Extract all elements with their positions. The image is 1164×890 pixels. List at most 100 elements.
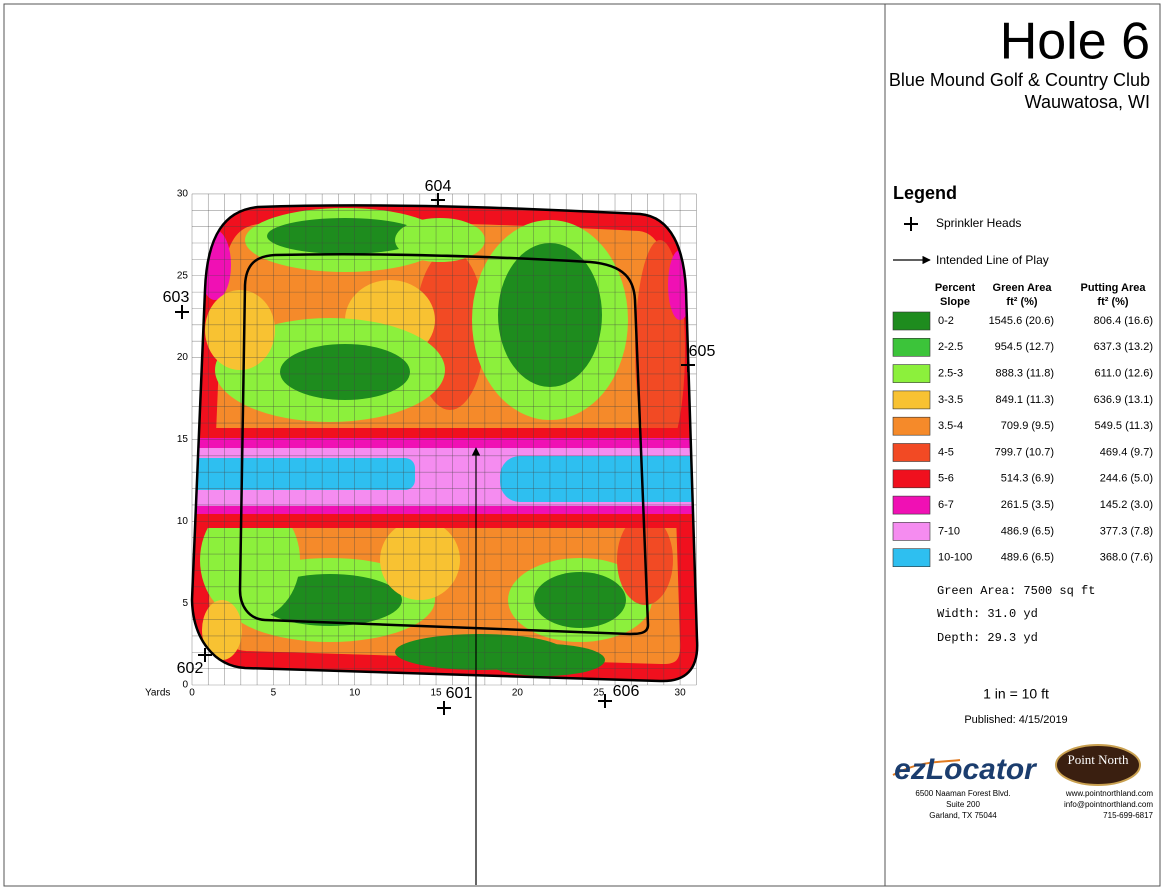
legend-putting: 244.6 (5.0)	[1100, 473, 1153, 485]
legend-green: 888.3 (11.8)	[995, 368, 1054, 380]
legend-header: Percent	[935, 282, 976, 294]
legend-green: 849.1 (11.3)	[995, 394, 1054, 406]
address: Garland, TX 75044	[929, 811, 997, 820]
contact: www.pointnorthland.com	[1065, 789, 1153, 798]
legend-putting: 636.9 (13.1)	[1094, 394, 1153, 406]
slope-map	[192, 205, 698, 682]
legend-title: Legend	[893, 183, 957, 203]
legend-putting: 368.0 (7.6)	[1100, 552, 1153, 564]
slope-area	[395, 218, 485, 262]
title: Hole 6	[1000, 13, 1150, 71]
slope-area	[205, 290, 275, 370]
sprinkler-label: 605	[689, 343, 716, 360]
legend-green: 709.9 (9.5)	[1001, 420, 1054, 432]
legend-swatch	[892, 416, 931, 436]
scale: 1 in = 10 ft	[983, 686, 1049, 702]
slope-area	[534, 572, 626, 628]
y-tick-label: 5	[182, 598, 188, 609]
stat: Depth: 29.3 yd	[937, 631, 1038, 645]
slope-area	[202, 600, 242, 660]
legend-swatch	[892, 364, 931, 383]
legend-swatch	[892, 390, 931, 410]
slope-area	[280, 344, 410, 400]
slope-band	[500, 456, 698, 502]
contact: 715-699-6817	[1103, 811, 1153, 820]
legend-line: Intended Line of Play	[936, 253, 1049, 267]
legend-swatch	[892, 522, 931, 541]
address: Suite 200	[946, 800, 980, 809]
x-tick-label: 15	[430, 688, 442, 699]
sprinkler-label: 606	[613, 683, 640, 700]
legend-putting: 611.0 (12.6)	[1094, 368, 1153, 380]
logo-swoosh	[892, 759, 961, 776]
slope-band	[192, 438, 698, 450]
legend-sprinkler: Sprinkler Heads	[936, 216, 1021, 230]
legend-slope: 3-3.5	[938, 394, 963, 406]
y-tick-label: 30	[177, 189, 189, 200]
y-tick-label: 0	[182, 680, 188, 691]
sprinkler	[437, 701, 451, 715]
sprinkler	[198, 648, 212, 662]
sprinkler-label: 601	[446, 685, 473, 702]
slope-band	[192, 506, 698, 516]
legend-green: 261.5 (3.5)	[1001, 499, 1054, 511]
x-tick-label: 10	[349, 688, 361, 699]
x-tick-label: 25	[593, 688, 605, 699]
legend-swatch	[892, 311, 931, 331]
y-tick-label: 10	[177, 516, 189, 527]
published: Published: 4/15/2019	[964, 714, 1067, 726]
legend-slope: 2.5-3	[938, 368, 963, 380]
legend-green: 954.5 (12.7)	[995, 341, 1054, 353]
legend-putting: 469.4 (9.7)	[1100, 446, 1153, 458]
legend-slope: 5-6	[938, 473, 954, 485]
legend-green: 1545.6 (20.6)	[989, 315, 1054, 327]
x-tick-label: 30	[675, 688, 687, 699]
club: Blue Mound Golf & Country Club	[889, 70, 1150, 90]
legend-putting: 145.2 (3.0)	[1100, 499, 1153, 511]
legend-header: ft² (%)	[1097, 296, 1128, 308]
legend-slope: 10-100	[938, 552, 972, 564]
legend-header: Green Area	[993, 282, 1053, 294]
sprinkler-label: 604	[425, 178, 452, 195]
grid	[191, 193, 697, 686]
y-tick-label: 20	[177, 352, 189, 363]
legend-swatch	[892, 548, 931, 568]
legend-swatch	[892, 337, 931, 357]
legend-swatch	[892, 443, 931, 462]
stat: Width: 31.0 yd	[937, 607, 1038, 621]
sprinkler-icon	[904, 217, 918, 231]
x-tick-label: 5	[271, 688, 277, 699]
stat: Green Area: 7500 sq ft	[937, 584, 1095, 598]
legend-swatch	[892, 495, 931, 515]
sprinkler	[431, 193, 445, 207]
location: Wauwatosa, WI	[1025, 92, 1150, 112]
y-tick-label: 15	[177, 434, 189, 445]
contact: info@pointnorthland.com	[1064, 800, 1153, 809]
legend-slope: 2-2.5	[938, 341, 963, 353]
putting-outline	[238, 252, 650, 636]
y-tick-label: 25	[177, 270, 189, 281]
legend-green: 489.6 (6.5)	[1001, 552, 1054, 564]
legend-putting: 549.5 (11.3)	[1094, 420, 1153, 432]
legend-header: ft² (%)	[1006, 296, 1037, 308]
legend-green: 486.9 (6.5)	[1001, 525, 1054, 537]
slope-band	[192, 458, 415, 490]
sprinkler-label: 602	[177, 660, 204, 677]
x-tick-label: 0	[189, 688, 195, 699]
x-tick-label: 20	[512, 688, 524, 699]
slope-area	[485, 644, 605, 676]
sprinkler	[598, 694, 612, 708]
legend-slope: 7-10	[938, 525, 960, 537]
legend-green: 799.7 (10.7)	[995, 446, 1054, 458]
pointnorth-badge	[1055, 744, 1141, 786]
legend-header: Slope	[940, 296, 970, 308]
border	[3, 3, 1161, 887]
ezlocator-logo: ezLocator	[894, 753, 1038, 786]
sprinkler	[175, 305, 189, 319]
legend-putting: 377.3 (7.8)	[1100, 525, 1153, 537]
legend-slope: 6-7	[938, 499, 954, 511]
legend-putting: 806.4 (16.6)	[1094, 315, 1153, 327]
legend-slope: 4-5	[938, 446, 954, 458]
slope-area	[200, 500, 300, 620]
